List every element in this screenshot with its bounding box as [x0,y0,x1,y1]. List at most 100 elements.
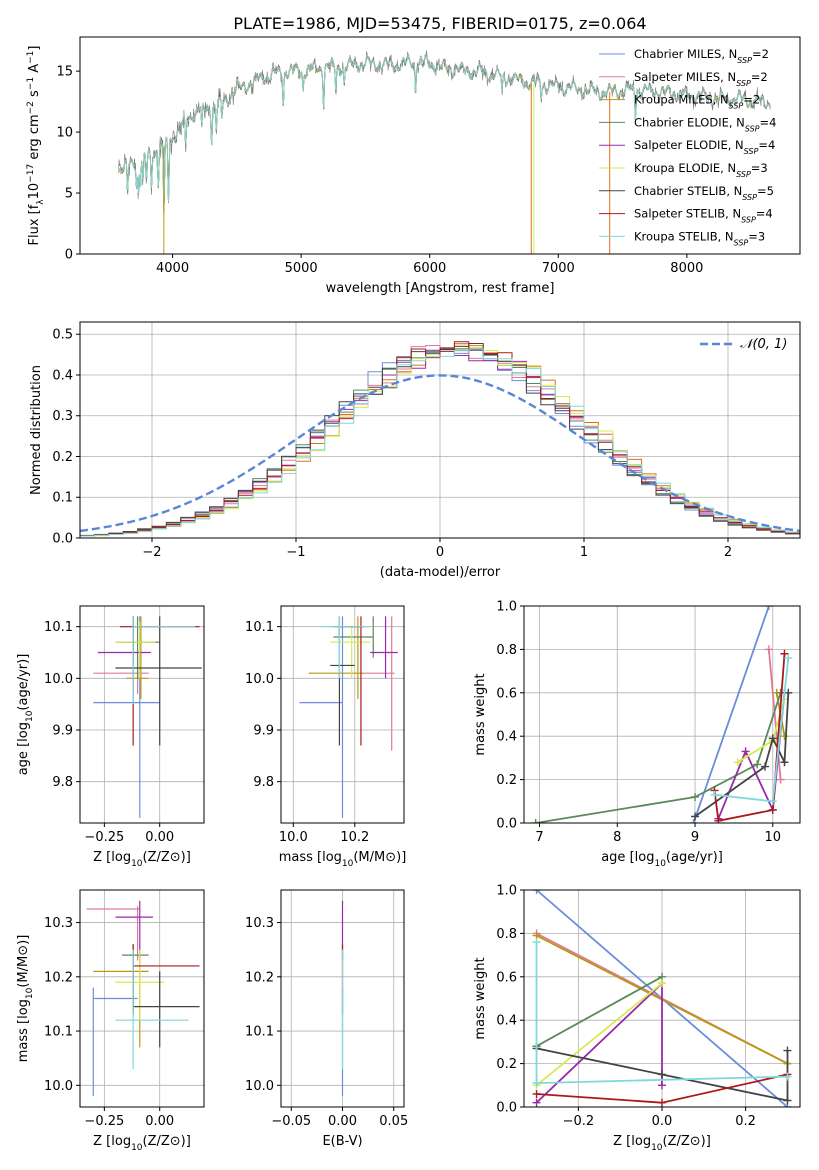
x-tick-label: 7000 [542,261,575,276]
x-axis-label-sub: 10 [342,859,354,869]
weight-marker [780,732,789,741]
weight-marker [783,1072,792,1081]
legend-label-tail: =3 [748,229,765,243]
weight-marker [780,649,789,658]
weight-marker [783,1096,792,1105]
weight-marker [783,1046,792,1055]
y-axis-label-part: mass [log [16,999,31,1062]
legend-label-sub: SSP [742,192,757,201]
axes-frame [79,36,801,255]
legend-label-tail: =4 [756,207,773,221]
x-tick-label: −1 [286,545,305,560]
x-tick-label: 8000 [670,261,703,276]
legend-label: Kroupa MILES, NSSP=2 [634,93,760,111]
y-axis-label-part: erg cm [27,114,42,163]
legend-label-part: Chabrier ELODIE, N [634,115,745,129]
y-tick-label: 0.4 [496,1014,517,1029]
y-tick-label: 10.0 [245,1079,274,1094]
x-axis-label: mass [log10(M/M⊙)] [279,850,407,869]
weight-line [692,606,770,823]
weight-marker [710,790,719,799]
age_vs_mass-panel: 10.0 10.2 9.8 9.9 10.0 10.1 mass [log10(M/M⊙)] [245,605,407,869]
weight-marker [691,792,700,801]
x-axis-label-tail: (M/M⊙)] [353,850,406,865]
legend-label-part: Kroupa STELIB, N [634,229,734,243]
x-axis-label-part: mass [log [279,850,342,865]
weight-marker [532,1079,541,1088]
y-axis-label-sub: 10 [25,987,35,999]
x-tick-label: 6000 [413,261,446,276]
y-tick-label: 0.1 [52,491,73,506]
weight-marker [780,758,789,767]
y-tick-label: 10.2 [245,970,274,985]
weight-marker [531,819,540,823]
figure-title: PLATE=1986, MJD=53475, FIBERID=0175, z=0… [233,14,646,33]
legend-label-part: Salpeter ELODIE, N [634,138,744,152]
x-tick-label: 2 [724,545,732,560]
weight-marker [784,688,793,697]
x-axis-label: wavelength [Angstrom, rest frame] [326,281,555,296]
weight-marker [753,760,762,769]
legend-label-tail: =2 [751,70,768,84]
legend-label-sub: SSP [734,238,749,247]
weight-marker [741,747,750,756]
x-tick-label: 10.2 [340,830,369,845]
legend-label-sub: SSP [729,101,744,110]
x-axis-label-tail: (Z/Z⊙)] [663,1134,711,1149]
y-axis-label: Normed distribution [29,365,44,495]
weight-line [536,976,663,1047]
y-tick-label: 10.1 [245,620,274,635]
plot-area [299,616,398,818]
residuals-legend: 𝒩(0, 1) [700,337,787,352]
y-tick-label: 10.1 [245,1025,274,1040]
legend-label-tail: =2 [743,93,760,107]
y-tick-label: 9.9 [253,724,274,739]
plot-area [532,890,792,1107]
weight-line [535,981,663,1104]
y-tick-label: 10.1 [44,620,73,635]
plot-area [86,900,200,1097]
y-axis-label-part: Flux [f [27,204,42,245]
y-axis-label-part: −1 [26,51,36,64]
y-tick-label: 0.0 [52,532,73,547]
y-tick-label: 0.2 [496,1057,517,1072]
y-tick-label: 1.0 [496,884,517,899]
legend-label-tail: =3 [751,161,768,175]
y-axis-label-part: −1 [26,77,36,90]
y-tick-label: 9.8 [52,775,73,790]
y-axis-label-tail: (M/M⊙)] [16,935,31,988]
plot-area [118,50,771,254]
model-spectrum-line [118,54,771,212]
y-tick-label: 0.3 [52,409,73,424]
x-tick-label: 10.0 [279,830,308,845]
x-tick-label: 0.0 [652,1114,673,1129]
weight-marker [768,734,777,743]
x-axis-label: Z [log10(Z/Z⊙)] [93,850,191,869]
legend-label-tail: =4 [758,138,775,152]
legend-label-sub: SSP [736,170,751,179]
x-axis-label-part: age [log [601,850,654,865]
axes-frame [280,605,405,824]
x-tick-label: 0.05 [379,1114,408,1129]
weight-line [535,982,663,1086]
y-tick-label: 5 [65,187,73,202]
legend-label-sub: SSP [737,56,752,65]
axes-frame [280,889,405,1108]
x-tick-label: 7 [535,830,543,845]
weight-marker [658,979,666,988]
y-tick-label: 0.0 [496,817,517,832]
y-axis-label: mass weight [473,957,488,1039]
axes-frame [79,605,205,824]
weight-marker [768,797,777,806]
plot-area [80,341,800,537]
x-axis-label-sub: 10 [651,1143,663,1153]
y-tick-label: 9.9 [52,724,73,739]
weight-line [713,653,786,822]
y-tick-label: 0.2 [496,773,517,788]
x-tick-label: −2 [142,545,161,560]
x-axis-label-tail: (Z/Z⊙)] [143,1134,191,1149]
